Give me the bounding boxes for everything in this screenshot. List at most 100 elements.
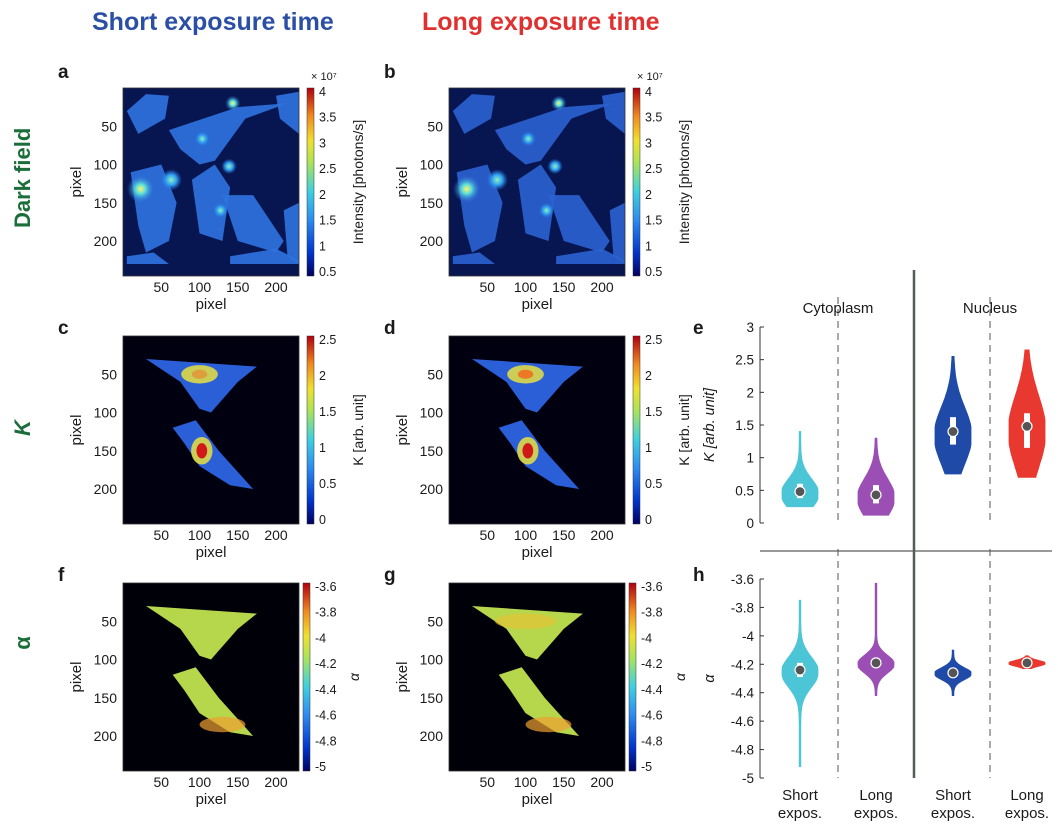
image-panel-a: 50 100 150 200 50 100 150 200 pixel pixel 4 3.5 3 2.5… <box>68 71 366 313</box>
panel-letter-e: e <box>693 318 704 339</box>
category-label: expos. <box>778 805 822 822</box>
bright-spot <box>160 169 182 191</box>
violin-median-point <box>1021 420 1033 432</box>
y-tick-label: 100 <box>94 405 118 421</box>
cell-shape <box>168 103 288 165</box>
x-tick-label: 200 <box>264 527 288 543</box>
y-tick-label: 0.5 <box>735 483 754 498</box>
colorbar-label: Intensity [photons/s] <box>350 120 366 245</box>
cell-shape <box>452 252 495 264</box>
y-tick-label: 100 <box>94 157 118 173</box>
x-tick-label: 200 <box>264 279 288 295</box>
x-tick-label: 100 <box>188 774 212 790</box>
y-tick-label: 200 <box>94 728 118 744</box>
cell-shape <box>230 248 299 264</box>
y-tick-label: 150 <box>94 195 118 211</box>
bright-spot <box>486 169 508 191</box>
cell-shape <box>498 420 580 489</box>
y-tick-label: 200 <box>420 728 444 744</box>
colorbar-tick-label: 2.5 <box>319 333 336 347</box>
x-axis-label: pixel <box>522 296 553 313</box>
colorbar <box>632 335 641 525</box>
y-axis-label: pixel <box>394 167 411 198</box>
x-axis-label: pixel <box>196 791 227 808</box>
image-frame <box>448 87 626 277</box>
colorbar-label: K [arb. unit] <box>350 394 366 466</box>
colorbar-tick-label: 3 <box>645 136 652 150</box>
violin-median-point <box>870 489 882 501</box>
image-frame <box>122 335 300 525</box>
colorbar-tick-label: 1 <box>319 441 326 455</box>
x-tick-label: 200 <box>590 279 614 295</box>
y-axis-label: pixel <box>394 415 411 446</box>
y-tick-label: -5 <box>742 771 754 786</box>
colorbar-tick-label: 2 <box>319 369 326 383</box>
x-tick-label: 50 <box>153 527 169 543</box>
x-tick-label: 150 <box>552 774 576 790</box>
category-label: expos. <box>854 805 898 822</box>
y-tick-label: 100 <box>420 652 444 668</box>
colorbar-tick-label: 4 <box>645 85 652 99</box>
warm-region <box>199 716 246 733</box>
y-tick-label: 150 <box>94 690 118 706</box>
y-tick-label: 150 <box>420 690 444 706</box>
y-tick-label: 50 <box>101 613 117 629</box>
y-tick-label: 150 <box>420 195 444 211</box>
violin-median-point <box>870 657 882 669</box>
bright-spot <box>225 95 241 111</box>
y-tick-label: 0 <box>746 516 754 531</box>
colorbar-tick-label: 2.5 <box>645 333 662 347</box>
colorbar <box>306 335 315 525</box>
colorbar-tick-label: 0 <box>319 513 326 527</box>
bright-spot <box>126 175 155 203</box>
colorbar-tick-label: 2 <box>319 188 326 202</box>
colorbar-label: K [arb. unit] <box>676 394 692 466</box>
bright-spot <box>212 202 229 219</box>
colorbar-tick-label: 0.5 <box>319 477 336 491</box>
colorbar-tick-label: 1.5 <box>645 405 662 419</box>
x-axis-label: pixel <box>522 544 553 561</box>
hot-core <box>191 369 208 379</box>
colorbar-tick-label: -4.8 <box>315 734 337 748</box>
x-tick-label: 150 <box>226 774 250 790</box>
x-tick-label: 100 <box>514 279 538 295</box>
violin-chart-h: -3.6-3.8-4-4.2-4.4-4.6-4.8-5αShortexpos.… <box>702 549 1049 822</box>
x-tick-label: 150 <box>226 279 250 295</box>
category-label: Short <box>935 787 972 804</box>
y-tick-label: 3 <box>746 320 754 335</box>
hot-core <box>522 443 534 459</box>
y-tick-label: 150 <box>420 443 444 459</box>
colorbar-tick-label: 0.5 <box>319 265 336 279</box>
x-tick-label: 100 <box>188 527 212 543</box>
cell-shape <box>146 359 257 413</box>
bright-spot <box>452 175 481 203</box>
colorbar-tick-label: -4.6 <box>641 709 663 723</box>
panel-letter-g: g <box>384 565 396 586</box>
violin-median-point <box>1021 657 1033 669</box>
colorbar <box>628 582 637 772</box>
panel-letter-c: c <box>58 318 69 339</box>
bright-spot <box>551 95 567 111</box>
x-tick-label: 150 <box>552 279 576 295</box>
bright-spot <box>520 131 536 147</box>
x-tick-label: 100 <box>188 279 212 295</box>
colorbar-tick-label: -4.2 <box>641 657 663 671</box>
colorbar-tick-label: -4.8 <box>641 734 663 748</box>
category-label: Long <box>859 787 892 804</box>
panel-letter-b: b <box>384 62 396 83</box>
colorbar-tick-label: -3.6 <box>641 580 663 594</box>
colorbar <box>306 87 315 277</box>
category-label: Long <box>1010 787 1043 804</box>
colorbar-tick-label: 3.5 <box>319 111 336 125</box>
y-tick-label: -4.8 <box>731 743 754 758</box>
warm-region <box>494 613 557 629</box>
colorbar-tick-label: 2 <box>645 188 652 202</box>
cell-shape <box>602 91 625 134</box>
cell-shape <box>222 195 284 253</box>
cell-shape <box>472 359 583 413</box>
colorbar-exponent: × 10⁷ <box>637 71 663 83</box>
violin-chart-e: 0 0.5 1 1.5 2 2.5 3 K [arb. unit] Cytoplasm Nucle… <box>702 270 1052 778</box>
cell-shape <box>191 164 231 241</box>
